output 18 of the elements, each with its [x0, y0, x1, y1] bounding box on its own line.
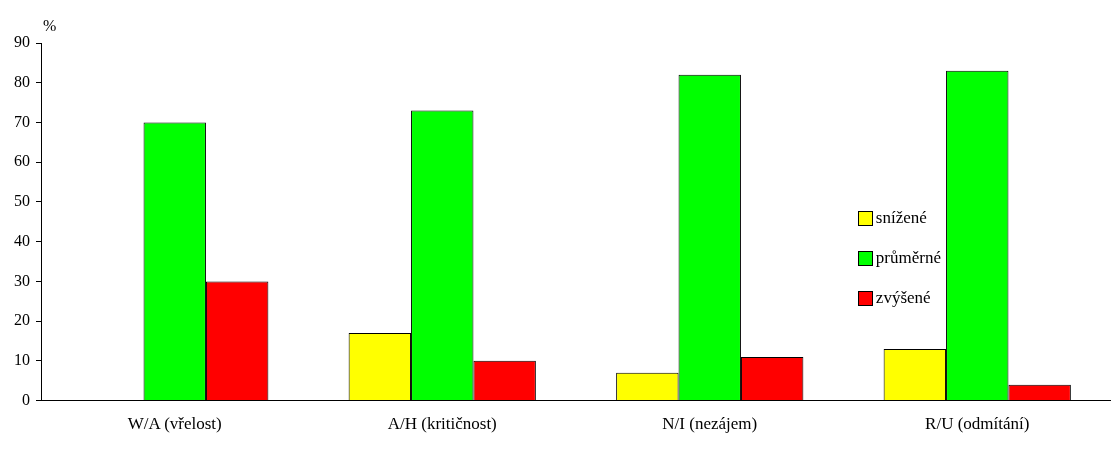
y-tick-label: 70	[14, 112, 30, 130]
x-tick-label: A/H (kritičnost)	[387, 414, 497, 434]
y-tick-label: 80	[14, 72, 30, 90]
y-tick-label: 30	[14, 271, 30, 289]
legend-label: zvýšené	[875, 288, 931, 308]
legend-label: průměrné	[875, 248, 941, 268]
y-axis-title: %	[43, 17, 57, 35]
x-tick-label: N/I (nezájem)	[662, 414, 758, 434]
y-tick-label: 60	[14, 152, 30, 170]
y-tick-label: 90	[14, 33, 30, 51]
x-tick-label: R/U (odmítání)	[925, 414, 1030, 434]
y-tick-label: 20	[14, 311, 30, 329]
y-tick-label: 0	[22, 390, 30, 408]
y-tick-label: 50	[14, 192, 30, 210]
y-tick-label: 40	[14, 231, 30, 249]
x-tick-label: W/A (vřelost)	[127, 414, 222, 434]
legend-label: snížené	[875, 208, 927, 228]
y-tick-label: 10	[14, 351, 30, 369]
